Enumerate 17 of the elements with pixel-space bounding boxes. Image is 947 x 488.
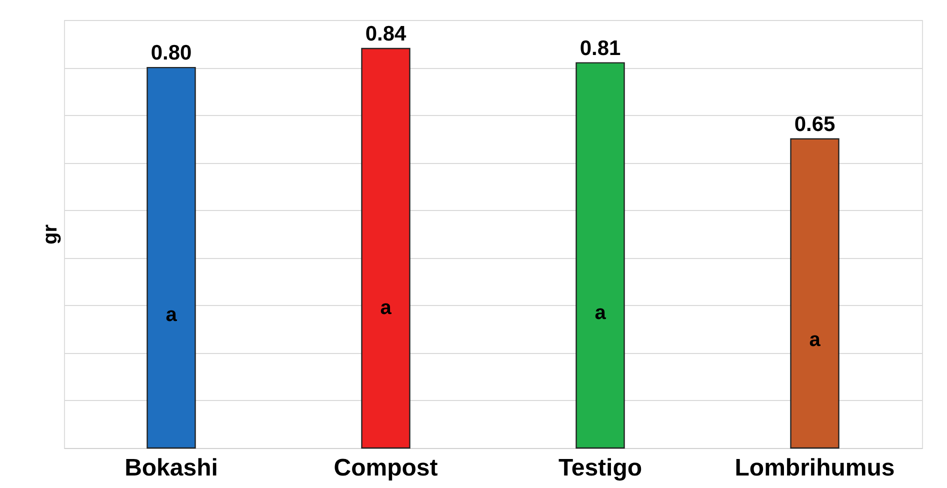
data-label: 0.84 xyxy=(365,22,407,46)
x-tick-label: Testigo xyxy=(558,454,642,482)
annotation: a xyxy=(594,302,607,324)
data-label: 0.81 xyxy=(580,36,622,60)
annotation: a xyxy=(166,304,178,326)
bar xyxy=(576,62,625,449)
bar xyxy=(146,66,196,449)
x-tick-label: Lombrihumus xyxy=(734,454,895,482)
annotation: a xyxy=(809,328,822,351)
x-tick-label: Bokashi xyxy=(124,454,218,482)
data-label: 0.80 xyxy=(150,42,192,65)
x-tick-label: Compost xyxy=(334,454,438,482)
annotation: a xyxy=(380,297,392,320)
y-axis-title: gr xyxy=(40,224,62,244)
bar xyxy=(361,48,410,449)
bar xyxy=(790,138,840,449)
data-label: 0.65 xyxy=(794,112,836,136)
